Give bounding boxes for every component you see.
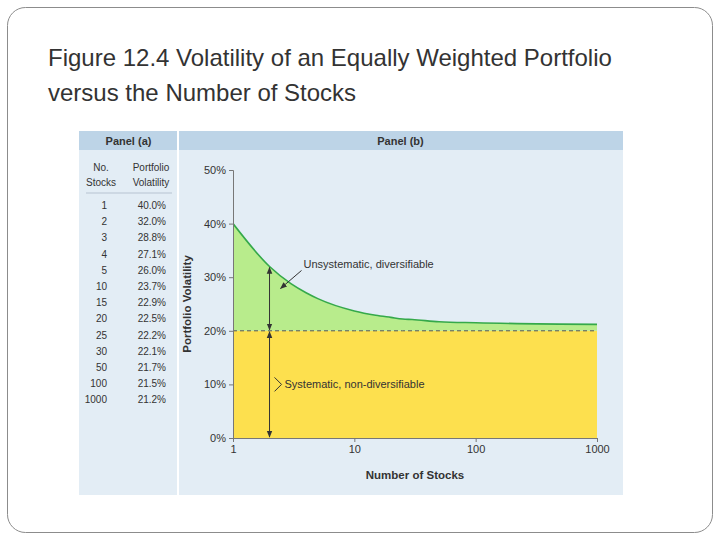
- x-tick-mark: [476, 438, 477, 442]
- axis-domain: [229, 171, 234, 439]
- x-tick-mark: [597, 438, 598, 442]
- axis-domain: [234, 439, 598, 443]
- table-cell: 10: [96, 281, 108, 292]
- table-cell: 22.5%: [138, 313, 166, 324]
- table-cell: 21.7%: [138, 362, 166, 373]
- table-cell: 21.5%: [138, 378, 166, 389]
- table-cell: 1000: [85, 394, 108, 405]
- y-axis-title: Portfolio Volatility: [181, 255, 193, 353]
- table-cell: 100: [90, 378, 107, 389]
- y-tick-label: 10%: [204, 378, 226, 390]
- x-axis-title: Number of Stocks: [366, 469, 464, 481]
- x-tick-label: 10: [349, 443, 361, 455]
- x-tick: 1: [230, 438, 236, 455]
- panel-header-band: [79, 131, 623, 150]
- y-tick-mark: [229, 331, 233, 332]
- table-cell: 22.2%: [138, 330, 166, 341]
- y-tick-label: 50%: [204, 164, 226, 176]
- y-tick-mark: [229, 384, 233, 385]
- figure-background: [79, 131, 623, 495]
- slide-frame: [8, 8, 713, 533]
- y-tick-label: 40%: [204, 218, 226, 230]
- y-tick: 40%: [204, 218, 233, 230]
- panel-header: Panel (a): [106, 135, 152, 147]
- y-tick-label: 0%: [210, 432, 226, 444]
- table-cell: 23.7%: [138, 281, 166, 292]
- table-cell: 22.1%: [138, 346, 166, 357]
- y-tick-label: 30%: [204, 271, 226, 283]
- y-tick: 10%: [204, 378, 233, 390]
- table-column-header: Stocks: [86, 177, 116, 188]
- annotation: Unsystematic, diversifiable: [304, 258, 434, 270]
- y-tick: 20%: [204, 325, 233, 337]
- y-axis: 0% 10% 20% 30% 40% 50%: [204, 164, 234, 444]
- x-tick: 1000: [585, 438, 609, 455]
- table-cell: 30: [96, 346, 108, 357]
- table-rule: [86, 193, 172, 194]
- area-unsystematic: [233, 224, 597, 331]
- x-tick-label: 1: [230, 443, 236, 455]
- area-systematic: [233, 331, 597, 438]
- y-tick-mark: [229, 170, 233, 171]
- series-line: [233, 330, 597, 331]
- table-cell: 1: [101, 200, 107, 211]
- table-cell: 40.0%: [138, 200, 166, 211]
- x-tick: 10: [349, 438, 361, 455]
- x-tick: 100: [467, 438, 485, 455]
- x-tick-label: 1000: [585, 443, 609, 455]
- annotation-arrow: [269, 267, 270, 329]
- slide-title: Figure 12.4 Volatility of an Equally Wei…: [48, 40, 648, 110]
- y-tick-mark: [229, 438, 233, 439]
- y-tick: 30%: [204, 271, 233, 283]
- x-tick-label: 100: [467, 443, 485, 455]
- plot-marks: [233, 224, 597, 438]
- table-cell: 32.0%: [138, 216, 166, 227]
- annotation-brace: [275, 377, 282, 391]
- x-axis: 1 10 100 1000: [230, 438, 609, 455]
- series-line: [233, 224, 597, 325]
- canvas: Panel (a) Panel (b) No. Stocks Portfolio Vola…: [0, 0, 720, 540]
- table-cell: 21.2%: [138, 394, 166, 405]
- table-cell: 3: [101, 232, 107, 243]
- table-column-header: No.: [93, 162, 109, 173]
- y-tick-label: 20%: [204, 325, 226, 337]
- annotations: Unsystematic, diversifiable Systematic, n…: [270, 258, 434, 437]
- table-cell: 4: [101, 249, 107, 260]
- table-cell: 20: [96, 313, 108, 324]
- table-cell: 26.0%: [138, 265, 166, 276]
- x-tick-mark: [354, 438, 355, 442]
- y-tick: 0%: [210, 432, 233, 444]
- table-cell: 25: [96, 330, 108, 341]
- annotation: Systematic, non-diversifiable: [285, 378, 425, 390]
- slide: Figure 12.4 Volatility of an Equally Wei…: [0, 0, 720, 540]
- table-cell: 15: [96, 297, 108, 308]
- table-cell: 5: [101, 265, 107, 276]
- table-column-header: Volatility: [133, 177, 170, 188]
- annotation-arrow: [269, 332, 270, 437]
- table: No. Stocks Portfolio Volatility 1 40.0% 2 32.0%…: [85, 162, 172, 405]
- table-cell: 28.8%: [138, 232, 166, 243]
- table-cell: 22.9%: [138, 297, 166, 308]
- table-cell: 50: [96, 362, 108, 373]
- y-tick: 50%: [204, 164, 233, 176]
- table-cell: 27.1%: [138, 249, 166, 260]
- table-column-header: Portfolio: [133, 162, 170, 173]
- y-tick-mark: [229, 224, 233, 225]
- annotation-pointer: [281, 270, 302, 288]
- table-cell: 2: [101, 216, 107, 227]
- panel-header: Panel (b): [377, 135, 424, 147]
- y-tick-mark: [229, 277, 233, 278]
- panel-divider: [177, 131, 179, 495]
